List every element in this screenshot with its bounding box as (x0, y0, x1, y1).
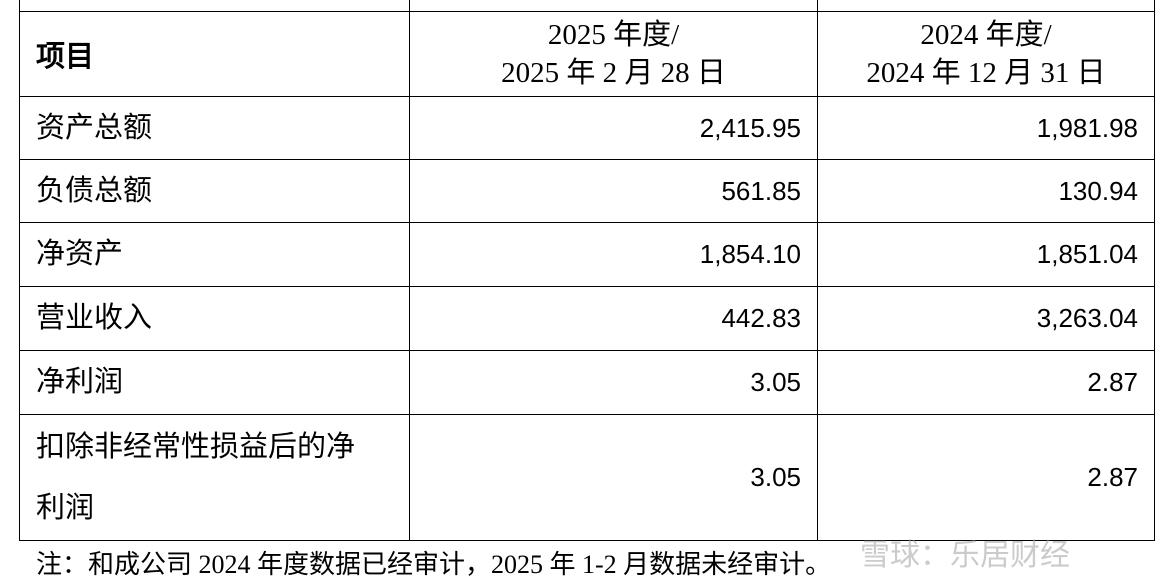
cell-value: 3.05 (409, 414, 818, 541)
row-label: 扣除非经常性损益后的净 利润 (19, 414, 410, 541)
table-body: 项目 2025 年度/ 2025 年 2 月 28 日 2024 年度/ 202… (19, 11, 1155, 541)
row-label: 营业收入 (19, 286, 410, 351)
footnote: 注：和成公司 2024 年度数据已经审计，2025 年 1-2 月数据未经审计。 (36, 550, 832, 579)
cell-value: 3.05 (409, 350, 818, 415)
row-label: 负债总额 (19, 159, 410, 223)
cell-value: 1,851.04 (817, 222, 1155, 287)
row-label: 净资产 (19, 222, 410, 287)
watermark: 雪球：乐居财经 (860, 538, 1070, 573)
border-stub (409, 0, 410, 12)
header-item: 项目 (19, 11, 410, 97)
cell-value: 442.83 (409, 286, 818, 351)
label-line: 营业收入 (36, 302, 153, 334)
table-row: 负债总额 561.85 130.94 (19, 159, 1155, 223)
cell-value: 2.87 (817, 414, 1155, 541)
header-col: 2025 年度/ 2025 年 2 月 28 日 (409, 11, 818, 97)
header-col: 2024 年度/ 2024 年 12 月 31 日 (817, 11, 1155, 97)
border-stub (1154, 0, 1155, 12)
cell-value: 1,854.10 (409, 222, 818, 287)
header-line: 2024 年度/ (920, 19, 1052, 51)
label-line: 净利润 (36, 366, 124, 398)
label-line: 资产总额 (36, 111, 153, 144)
table-row: 资产总额 2,415.95 1,981.98 (19, 96, 1155, 160)
row-label: 资产总额 (19, 96, 410, 160)
border-stub (19, 0, 20, 12)
border-stub (817, 0, 818, 12)
label-line: 净资产 (36, 238, 124, 270)
header-line: 2024 年 12 月 31 日 (866, 57, 1106, 89)
header-line: 2025 年度/ (547, 19, 680, 51)
cell-value: 130.94 (817, 159, 1155, 223)
label-line: 利润 (36, 491, 95, 524)
label-line: 负债总额 (36, 174, 153, 207)
label-line: 扣除非经常性损益后的净 (36, 430, 356, 463)
table-row: 净资产 1,854.10 1,851.04 (19, 222, 1155, 287)
cell-value: 1,981.98 (817, 96, 1155, 160)
row-label: 净利润 (19, 350, 410, 415)
table-row: 扣除非经常性损益后的净 利润 3.05 2.87 (19, 414, 1155, 541)
cell-value: 561.85 (409, 159, 818, 223)
cell-value: 2,415.95 (409, 96, 818, 160)
cell-value: 2.87 (817, 350, 1155, 415)
data-table: 项目 2025 年度/ 2025 年 2 月 28 日 2024 年度/ 202… (19, 11, 1155, 541)
header-row: 项目 2025 年度/ 2025 年 2 月 28 日 2024 年度/ 202… (19, 11, 1155, 97)
table-row: 营业收入 442.83 3,263.04 (19, 286, 1155, 351)
cell-value: 3,263.04 (817, 286, 1155, 351)
header-line: 2025 年 2 月 28 日 (501, 57, 726, 89)
table-row: 净利润 3.05 2.87 (19, 350, 1155, 415)
